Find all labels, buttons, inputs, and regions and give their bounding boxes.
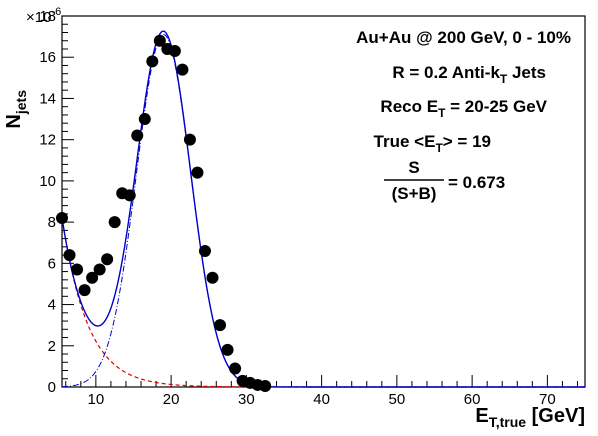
x-tick-label: 70 xyxy=(539,391,556,408)
y-tick-label: 16 xyxy=(39,49,56,66)
total-fit-curve xyxy=(61,30,585,388)
y-tick-label: 4 xyxy=(48,297,56,314)
x-tick-label: 30 xyxy=(238,391,255,408)
y-axis-title: Njets xyxy=(3,90,29,129)
y-tick-label: 8 xyxy=(48,214,56,231)
annotation-reco-et: Reco ET = 20-25 GeV xyxy=(380,97,547,120)
x-axis-title: ET,true [GeV] xyxy=(475,405,585,430)
y-exponent: ×10-6 xyxy=(26,6,61,26)
x-tick-label: 40 xyxy=(313,391,330,408)
data-point xyxy=(131,129,144,142)
data-point xyxy=(229,362,242,375)
annotation-collision: Au+Au @ 200 GeV, 0 - 10% xyxy=(356,28,571,47)
annotation-fraction-value: = 0.673 xyxy=(448,173,505,192)
y-tick-label: 14 xyxy=(39,90,56,107)
data-point xyxy=(123,189,136,202)
data-points xyxy=(56,34,272,392)
signal-fit-curve xyxy=(61,34,585,388)
y-tick-label: 6 xyxy=(48,255,56,272)
annotation-jet-def: R = 0.2 Anti-kT Jets xyxy=(392,63,546,86)
y-tick-label: 0 xyxy=(48,379,56,396)
data-point xyxy=(56,211,68,224)
axis-labels: 0 2 4 6 8 10 12 14 16 18 10 20 30 40 50 60 70 xyxy=(39,8,555,408)
data-point xyxy=(176,63,189,76)
data-point xyxy=(183,133,196,146)
x-tick-label: 20 xyxy=(163,391,180,408)
y-tick-label: 18 xyxy=(39,8,56,25)
y-tick-label: 2 xyxy=(48,338,56,355)
data-point xyxy=(198,244,211,257)
x-tick-label: 50 xyxy=(389,391,406,408)
data-point xyxy=(214,319,227,332)
data-point xyxy=(153,34,166,47)
data-point xyxy=(191,166,204,179)
data-point xyxy=(168,45,181,58)
data-point xyxy=(146,55,159,68)
data-point xyxy=(71,263,84,276)
data-point xyxy=(101,253,114,266)
x-tick-label: 60 xyxy=(464,391,481,408)
annotation-true-et: True <ET> = 19 xyxy=(374,132,491,155)
data-point xyxy=(78,284,91,297)
data-point xyxy=(108,216,121,229)
data-point xyxy=(93,263,106,276)
y-tick-label: 12 xyxy=(39,132,56,149)
data-point xyxy=(86,271,99,284)
data-point xyxy=(138,113,151,126)
data-point xyxy=(206,271,219,284)
annotation-fraction-numerator: S xyxy=(408,158,419,177)
y-tick-label: 10 xyxy=(39,173,56,190)
fit-curves xyxy=(61,30,585,388)
x-tick-label: 10 xyxy=(88,391,105,408)
data-point xyxy=(63,249,76,262)
annotation-fraction-denominator: (S+B) xyxy=(392,184,437,203)
background-fit-curve xyxy=(61,217,585,388)
data-point xyxy=(259,379,272,392)
data-point xyxy=(221,343,234,356)
